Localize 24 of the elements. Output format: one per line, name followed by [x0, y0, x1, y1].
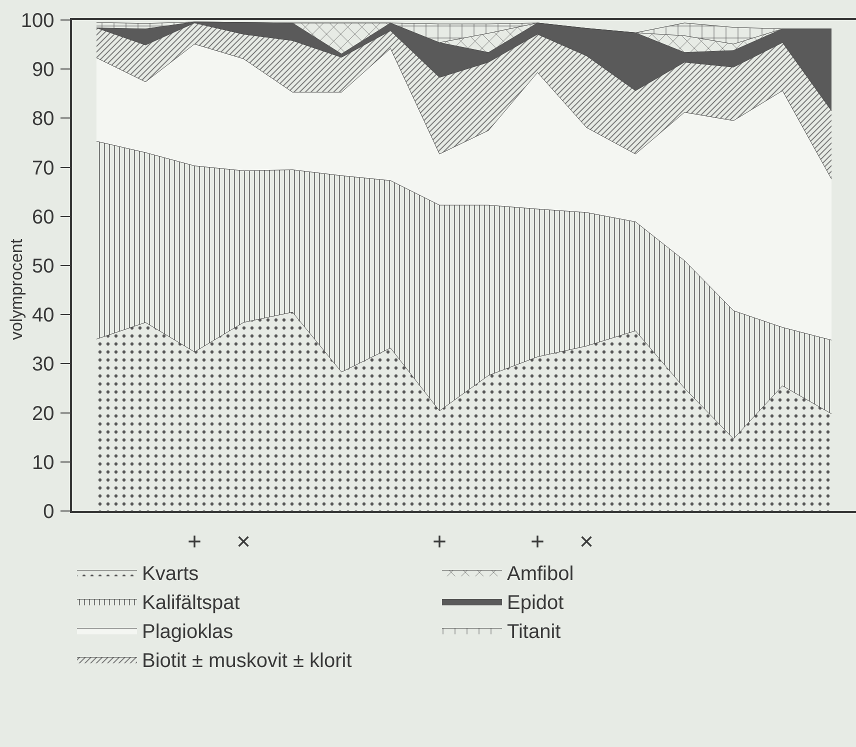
- legend-label: Amfibol: [507, 563, 574, 586]
- y-tick-label: 30: [32, 354, 54, 376]
- y-tick-label: 10: [32, 452, 54, 474]
- y-tick-label: 90: [32, 59, 54, 82]
- x-tick-label: +: [187, 528, 202, 556]
- legend-label: Plagioklas: [142, 621, 234, 644]
- x-tick-label: +: [530, 528, 545, 556]
- legend-label: Biotit ± muskovit ± klorit: [142, 650, 352, 672]
- y-tick-label: 50: [32, 256, 54, 278]
- y-axis-title: volymprocent: [6, 238, 26, 340]
- y-tick-label: 100: [20, 10, 54, 32]
- legend-label: Kalifältspat: [142, 592, 240, 614]
- x-tick-label: +: [432, 528, 447, 556]
- y-tick-label: 70: [32, 157, 54, 180]
- legend-label: Titanit: [507, 621, 562, 644]
- legend-label: Epidot: [507, 592, 564, 614]
- legend-label: Kvarts: [142, 563, 199, 586]
- y-tick-label: 80: [32, 108, 54, 130]
- x-tick-label: ×: [236, 528, 251, 556]
- y-tick-label: 20: [32, 402, 54, 425]
- y-tick-label: 60: [32, 206, 54, 228]
- y-tick-label: 40: [32, 304, 54, 327]
- y-tick-label: 0: [43, 501, 54, 523]
- x-tick-label: ×: [579, 528, 594, 556]
